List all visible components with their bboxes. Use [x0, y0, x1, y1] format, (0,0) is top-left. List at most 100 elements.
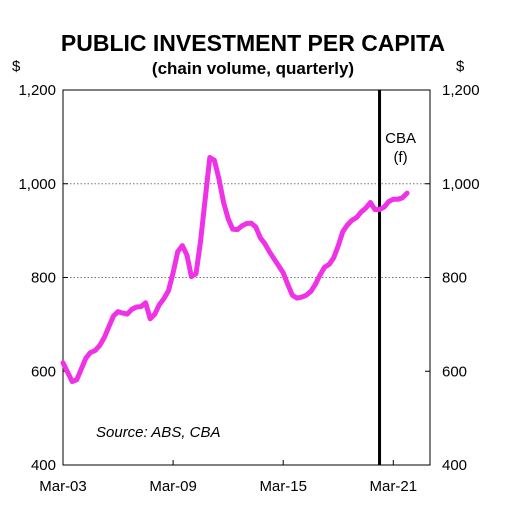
- data-point: [74, 377, 79, 382]
- y-tick-label-right: 400: [442, 457, 467, 474]
- y-axis-unit-left: $: [12, 58, 21, 75]
- data-point: [116, 309, 121, 314]
- data-point: [317, 273, 322, 278]
- data-point: [184, 253, 189, 258]
- data-point: [272, 256, 277, 261]
- data-point: [226, 216, 231, 221]
- data-point: [88, 350, 93, 355]
- x-tick-label: Mar-15: [259, 478, 307, 495]
- data-point: [125, 312, 130, 317]
- data-point: [111, 313, 116, 318]
- data-point: [331, 255, 336, 260]
- forecast-label-sub: (f): [393, 149, 407, 166]
- x-tick-label: Mar-03: [39, 478, 87, 495]
- data-point: [198, 238, 203, 243]
- y-tick-label-right: 1,000: [442, 176, 480, 193]
- x-axis-ticks: Mar-03 Mar-09 Mar-15 Mar-21: [39, 460, 417, 495]
- data-point: [230, 227, 235, 232]
- data-point: [400, 195, 405, 200]
- data-point: [281, 270, 286, 275]
- data-point: [70, 379, 75, 384]
- data-point: [152, 312, 157, 317]
- data-point: [391, 197, 396, 202]
- data-point: [285, 282, 290, 287]
- data-point: [134, 305, 139, 310]
- data-point: [322, 265, 327, 270]
- y-tick-label-left: 400: [31, 457, 56, 474]
- data-point: [295, 296, 300, 301]
- data-point: [244, 221, 249, 226]
- data-point: [372, 207, 377, 212]
- data-point: [313, 282, 318, 287]
- data-point: [83, 356, 88, 361]
- data-point: [239, 223, 244, 228]
- data-point: [221, 200, 226, 205]
- data-point: [79, 366, 84, 371]
- data-point: [276, 263, 281, 268]
- x-tick-label: Mar-21: [370, 478, 418, 495]
- data-point: [189, 274, 194, 279]
- data-point: [207, 155, 212, 160]
- data-point: [139, 304, 144, 309]
- data-point: [405, 191, 410, 196]
- data-point: [217, 177, 222, 182]
- data-point: [120, 311, 125, 316]
- forecast-label: CBA: [385, 130, 416, 147]
- chart-subtitle: (chain volume, quarterly): [151, 59, 355, 78]
- data-point: [290, 293, 295, 298]
- gridlines: [63, 183, 430, 278]
- data-point: [148, 316, 153, 321]
- data-point: [102, 335, 107, 340]
- y-tick-label-right: 600: [442, 363, 467, 380]
- data-point: [203, 196, 208, 201]
- data-point: [97, 343, 102, 348]
- data-point: [395, 197, 400, 202]
- data-point: [249, 221, 254, 226]
- data-point: [382, 205, 387, 210]
- y-axis-ticks: 400 400 600 600 800 800 1,000 1,000 1,200 1,200: [18, 82, 479, 474]
- y-tick-label-left: 800: [31, 270, 56, 287]
- data-point: [129, 307, 134, 312]
- y-tick-label-left: 1,000: [18, 176, 56, 193]
- y-axis-unit-right: $: [456, 58, 465, 75]
- data-point: [65, 370, 70, 375]
- x-tick-label: Mar-09: [149, 478, 197, 495]
- y-tick-label-right: 1,200: [442, 82, 480, 99]
- source-note: Source: ABS, CBA: [96, 424, 221, 441]
- series-line-public-investment: [60, 155, 410, 385]
- data-point: [166, 288, 171, 293]
- data-point: [377, 207, 382, 212]
- data-point: [262, 241, 267, 246]
- chart-title: PUBLIC INVESTMENT PER CAPITA: [60, 30, 446, 56]
- data-point: [171, 270, 176, 275]
- data-point: [299, 295, 304, 300]
- data-point: [308, 289, 313, 294]
- data-point: [235, 227, 240, 232]
- data-point: [336, 243, 341, 248]
- data-point: [304, 293, 309, 298]
- data-point: [340, 229, 345, 234]
- data-point: [180, 243, 185, 248]
- data-point: [386, 199, 391, 204]
- data-point: [61, 360, 66, 365]
- series-points: [61, 155, 410, 384]
- data-point: [354, 215, 359, 220]
- data-point: [350, 218, 355, 223]
- data-point: [93, 348, 98, 353]
- data-point: [212, 158, 217, 163]
- y-tick-label-right: 800: [442, 270, 467, 287]
- data-point: [157, 302, 162, 307]
- data-point: [253, 224, 258, 229]
- forecast-marker: CBA (f): [378, 90, 416, 465]
- data-point: [194, 271, 199, 276]
- data-point: [359, 209, 364, 214]
- data-point: [345, 223, 350, 228]
- data-point: [327, 262, 332, 267]
- data-point: [143, 300, 148, 305]
- data-point: [267, 249, 272, 254]
- y-tick-label-left: 600: [31, 363, 56, 380]
- y-tick-label-left: 1,200: [18, 82, 56, 99]
- data-point: [175, 249, 180, 254]
- data-point: [363, 206, 368, 211]
